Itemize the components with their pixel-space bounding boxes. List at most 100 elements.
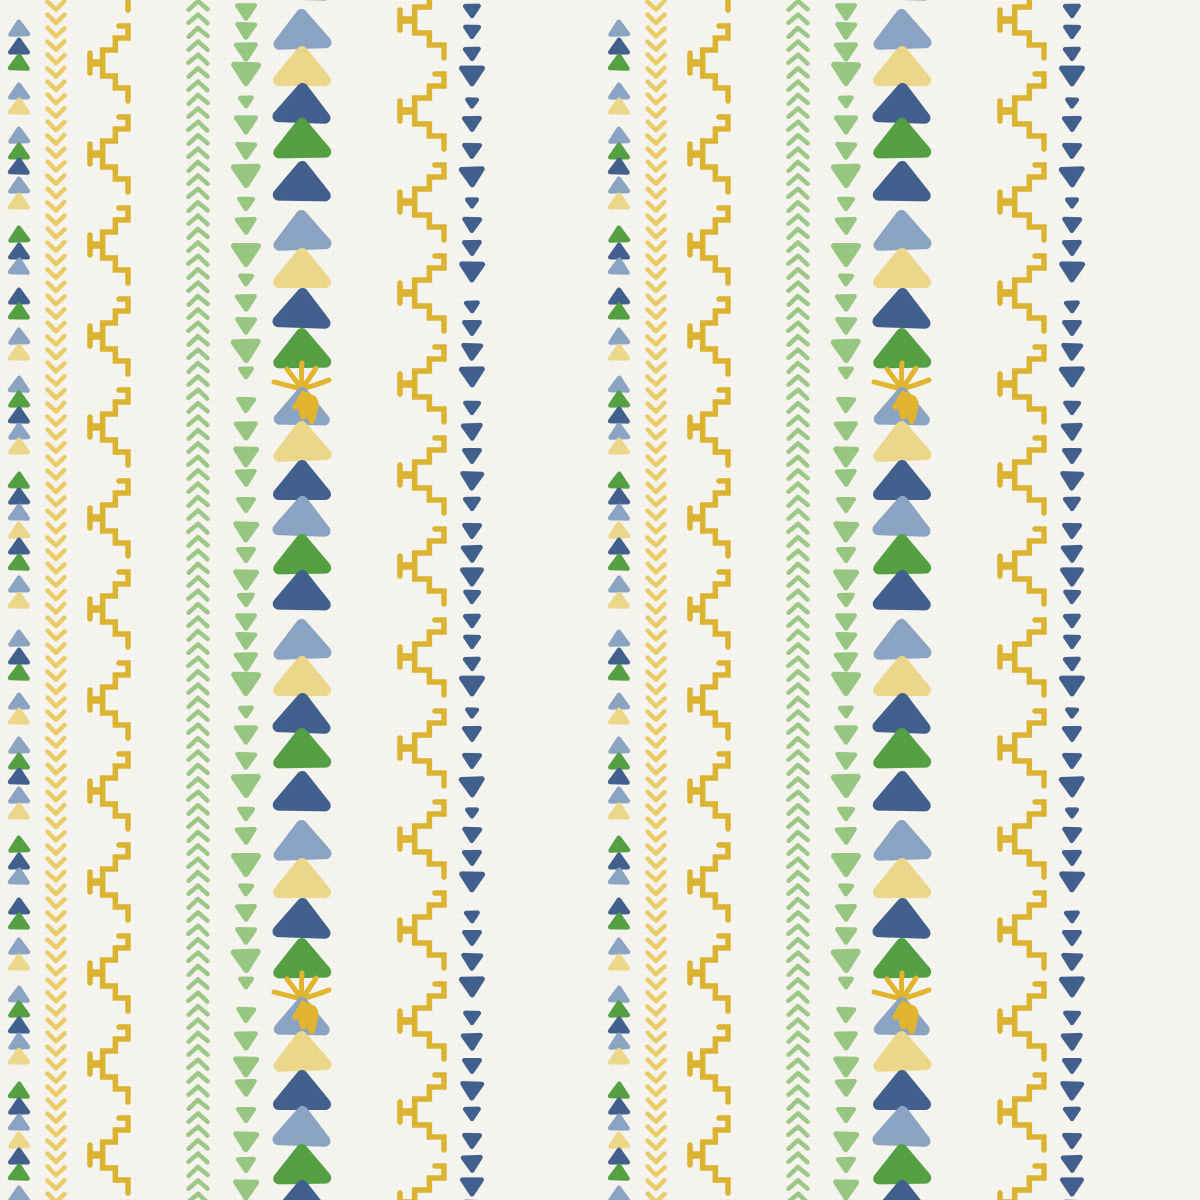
triangle-down <box>235 751 258 770</box>
triangle-up <box>272 771 331 812</box>
chevron-up <box>786 414 810 428</box>
zigzag-staircase-right <box>87 607 131 650</box>
triangle-down <box>836 1107 856 1123</box>
chevron-up <box>186 387 210 401</box>
triangle-up <box>273 619 332 660</box>
triangle-up <box>607 471 630 489</box>
chevron-up <box>786 668 810 683</box>
chevron-down <box>45 842 67 857</box>
triangle-down <box>1061 239 1082 256</box>
chevron-down <box>645 574 667 589</box>
chevron-down <box>645 883 667 897</box>
chevron-down <box>45 454 67 468</box>
triangle-up <box>273 210 332 251</box>
triangle-down <box>237 196 256 212</box>
chevron-down <box>45 1164 67 1178</box>
chevron-down <box>645 802 667 816</box>
chevron-up <box>186 548 210 562</box>
triangle-up <box>608 422 631 440</box>
zigzag-staircase-left <box>997 1163 1047 1200</box>
chevron-up <box>186 682 210 696</box>
triangle-up <box>608 487 631 505</box>
zigzag-staircase-right <box>997 473 1047 516</box>
chevron-up <box>186 253 210 267</box>
triangle-down <box>1060 1154 1083 1173</box>
chevron-down <box>645 869 667 883</box>
triangle-down <box>462 46 481 62</box>
zigzag-staircase-right <box>687 425 731 468</box>
triangle-down <box>465 807 479 819</box>
chevron-down <box>645 266 667 280</box>
chevron-down <box>45 1151 67 1165</box>
triangle-up <box>272 1106 331 1147</box>
chevron-up <box>786 829 810 844</box>
triangle-up <box>272 898 331 939</box>
triangle-down <box>234 115 258 135</box>
zigzag-staircase-right <box>87 334 131 377</box>
triangle-up <box>607 663 630 681</box>
chevron-down <box>45 92 67 106</box>
chevron-up <box>786 467 810 482</box>
triangle-down <box>1062 522 1083 539</box>
chevron-up <box>786 0 810 13</box>
triangle-down <box>833 521 860 543</box>
zigzag-staircase-right <box>997 382 1047 425</box>
triangle-down <box>835 1156 856 1173</box>
triangle-down <box>1059 675 1085 697</box>
chevron-up <box>786 896 810 911</box>
zigzag-staircase-right <box>997 1110 1047 1153</box>
triangle-down <box>458 776 485 798</box>
chevron-up <box>186 1017 210 1031</box>
chevron-down <box>645 1070 667 1084</box>
triangle-down <box>462 320 482 336</box>
zigzag-staircase-right <box>397 928 447 971</box>
chevron-down <box>45 1017 67 1031</box>
triangle-down <box>833 569 860 591</box>
triangle-down <box>463 910 480 924</box>
triangle-up <box>7 503 30 521</box>
chevron-up <box>786 910 810 924</box>
chevron-up <box>786 709 810 723</box>
triangle-down <box>235 613 257 631</box>
chevron-up <box>186 856 210 870</box>
chevron-down <box>645 963 667 977</box>
chevron-up <box>186 226 210 241</box>
triangle-down <box>233 1179 260 1200</box>
chevron-up <box>786 1111 810 1125</box>
triangle-down <box>462 496 481 512</box>
chevron-down <box>645 534 667 548</box>
chevron-down <box>645 856 667 870</box>
triangle-up <box>8 1131 31 1149</box>
chevron-up <box>786 159 810 174</box>
triangle-up <box>873 619 932 660</box>
volcano-lava <box>892 1000 919 1035</box>
triangle-down <box>1063 1010 1082 1026</box>
chevron-up <box>786 615 810 629</box>
triangle-down <box>837 95 854 109</box>
triangle-down <box>234 725 258 745</box>
chevron-down <box>45 561 67 575</box>
chevron-up <box>186 1137 210 1152</box>
chevron-down <box>645 1057 667 1071</box>
chevron-up <box>786 561 810 576</box>
chevron-up <box>786 400 810 415</box>
chevron-down <box>45 615 67 629</box>
triangle-down <box>836 396 857 413</box>
chevron-up <box>186 883 210 897</box>
triangle-up <box>608 629 631 647</box>
triangle-down <box>462 3 481 19</box>
chevron-down <box>645 682 667 696</box>
triangle-down <box>831 671 862 696</box>
chevron-up <box>786 776 810 790</box>
chevron-up <box>186 65 210 80</box>
volcano-lava <box>292 1000 319 1035</box>
column-navy-triangle-string <box>1058 3 1086 1200</box>
triangle-up <box>273 9 332 50</box>
triangle-down <box>462 613 481 629</box>
triangle-up <box>607 867 630 885</box>
chevron-up <box>786 266 810 281</box>
zigzag-staircase-right <box>87 516 131 559</box>
chevron-down <box>645 239 667 254</box>
triangle-down <box>234 294 257 312</box>
column-mini-triangle-string <box>7 19 31 1200</box>
